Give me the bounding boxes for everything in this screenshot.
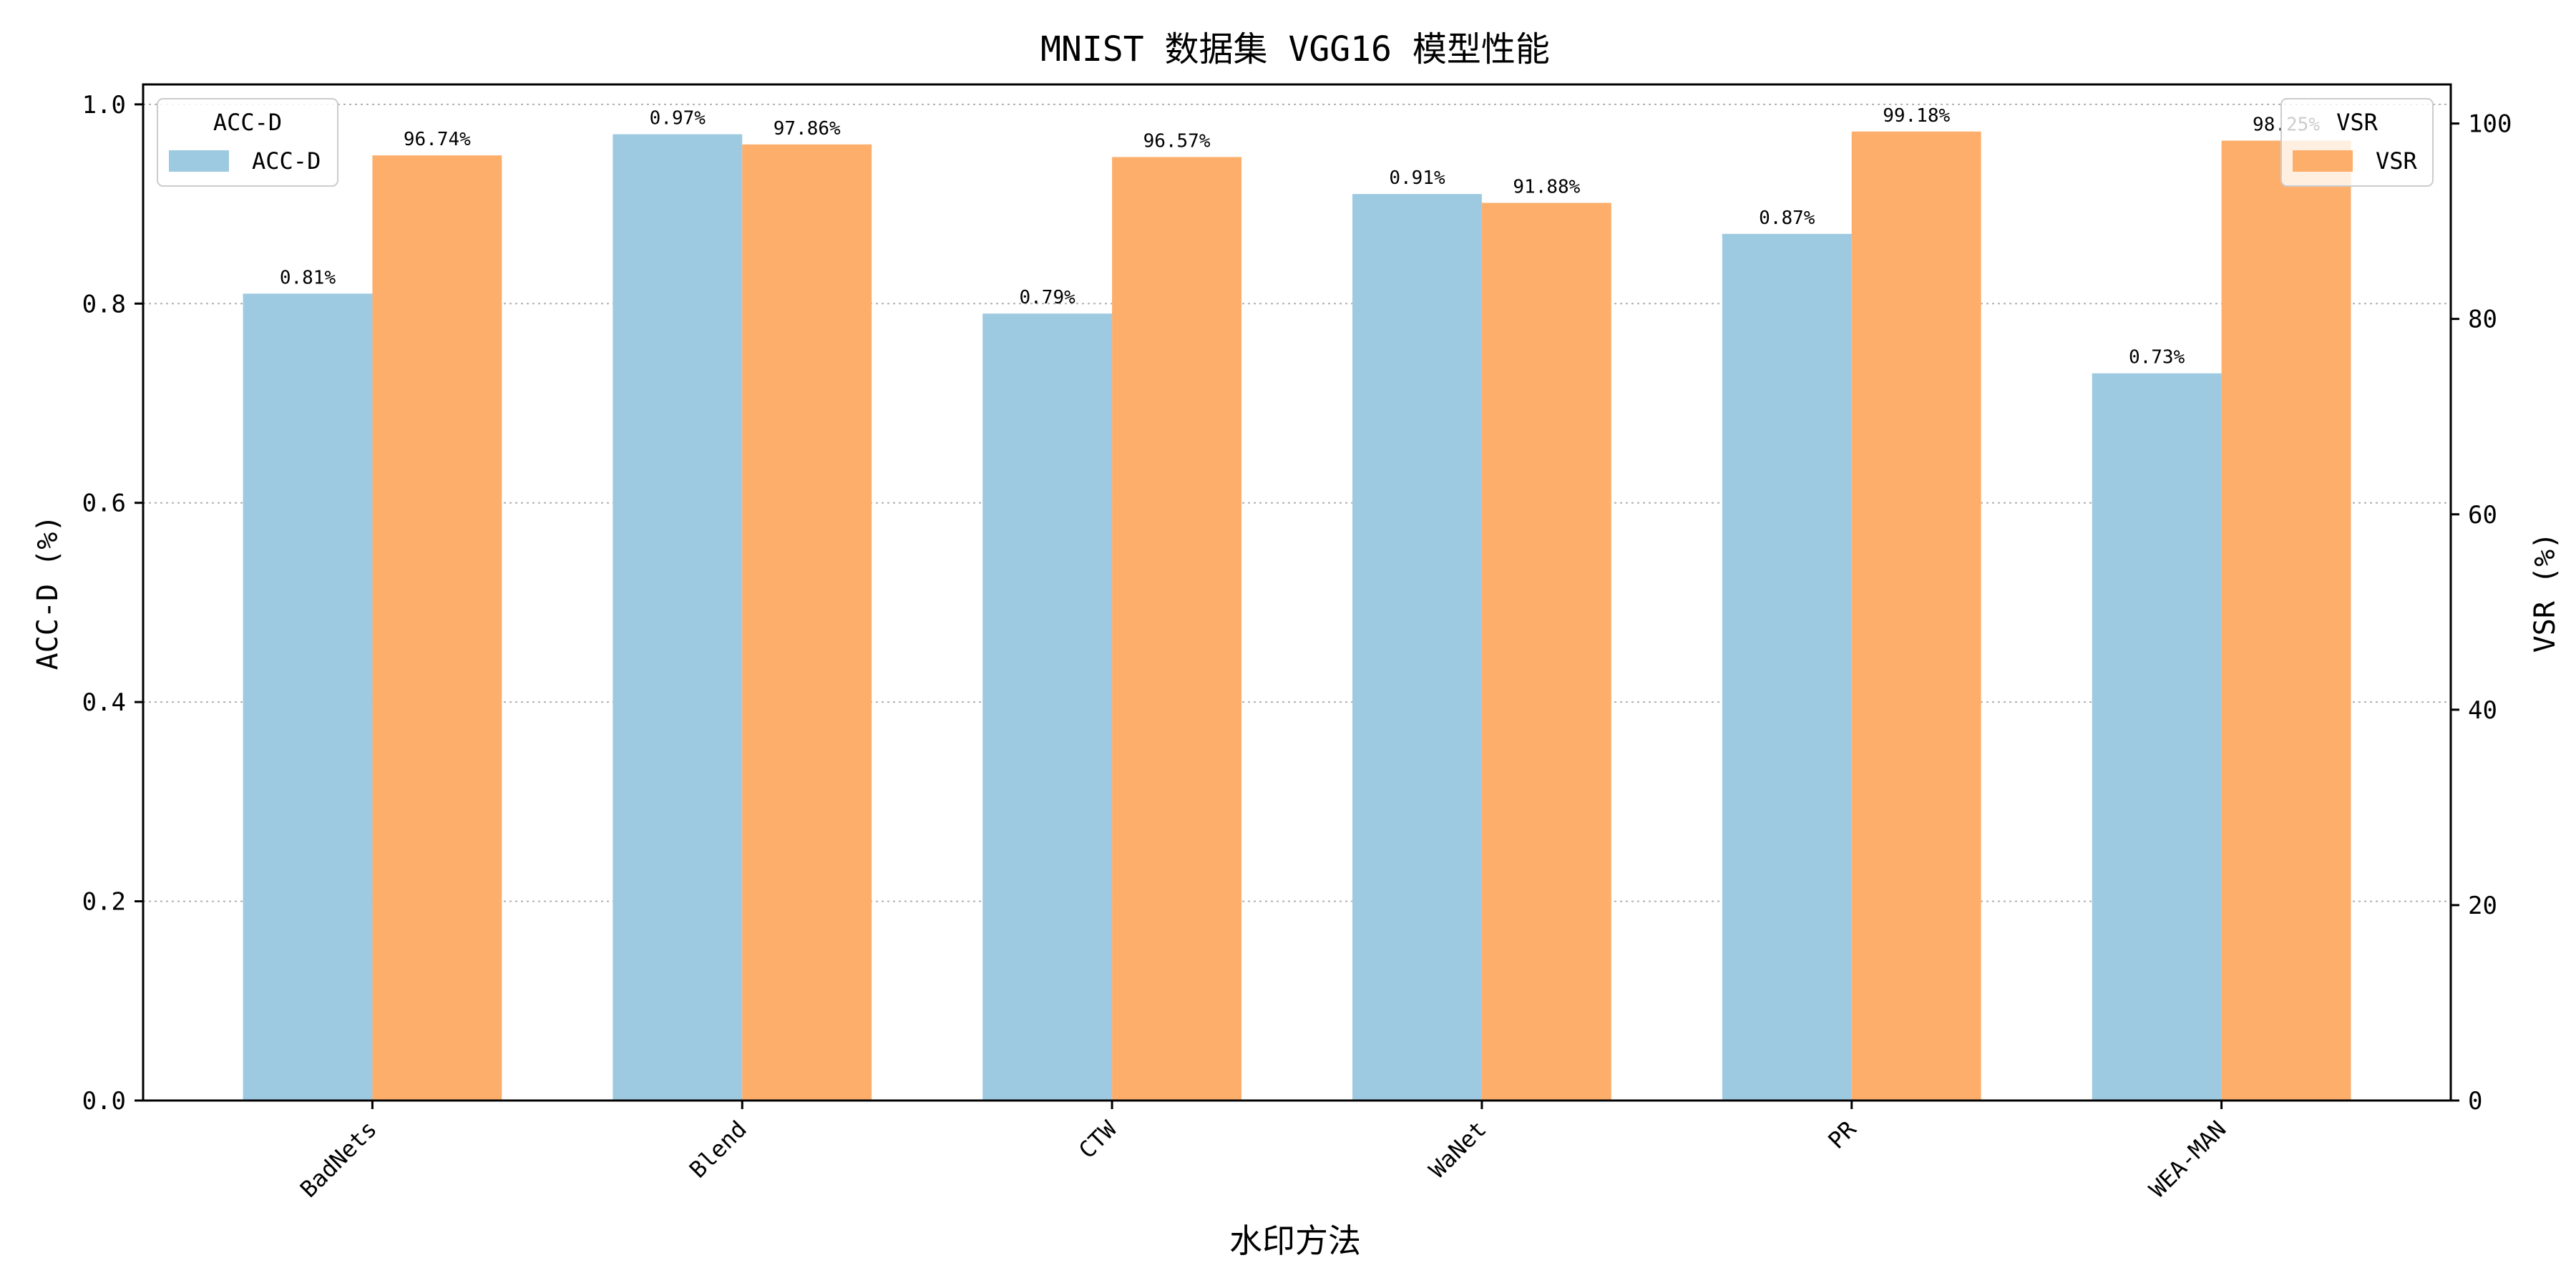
bar-data-label: 97.86% <box>774 118 841 140</box>
bar-vsr-pr <box>1851 131 1981 1101</box>
bar-data-label: 0.79% <box>1020 287 1076 308</box>
legend-title: VSR <box>2336 109 2379 136</box>
right-tick-label: 60 <box>2468 501 2497 530</box>
right-tick-label: 0 <box>2468 1087 2482 1116</box>
legend-title: ACC-D <box>213 109 282 136</box>
bar-data-label: 0.73% <box>2129 347 2185 369</box>
bar-acc-d-blend <box>613 134 743 1101</box>
bar-vsr-wanet <box>1481 203 1611 1101</box>
bar-vsr-ctw <box>1112 157 1241 1101</box>
bar-data-label: 0.97% <box>650 108 706 130</box>
bar-data-label: 96.57% <box>1143 130 1211 152</box>
right-axis: 0 20 40 60 80 100 <box>2451 110 2512 1116</box>
bar-data-label: 0.81% <box>280 267 336 288</box>
left-tick-label: 0.4 <box>82 688 126 717</box>
bar-data-label: 99.18% <box>1883 105 1950 127</box>
right-tick-label: 20 <box>2468 892 2497 920</box>
left-tick-label: 0.0 <box>82 1087 126 1116</box>
legend-vsr: VSR VSR <box>2280 98 2434 187</box>
legend-acc-d: ACC-D ACC-D <box>157 98 338 187</box>
x-tick-label: WEA-MAN <box>2144 1116 2231 1203</box>
x-tick-label: BadNets <box>295 1116 382 1203</box>
bar-labels: 0.81% 96.74% 0.97% 97.86% 0.79% 96.57% 0.91% 91… <box>280 105 2320 369</box>
chart-title: MNIST 数据集 VGG16 模型性能 <box>1040 29 1550 69</box>
x-axis: BadNets Blend CTW WaNet PR WEA-MAN <box>295 1101 2231 1203</box>
legend-entry-vsr: VSR <box>2376 147 2418 175</box>
grid-lines <box>143 103 2451 902</box>
left-tick-label: 0.2 <box>82 888 126 917</box>
x-tick-label: CTW <box>1073 1115 1122 1163</box>
right-tick-label: 40 <box>2468 696 2497 725</box>
y-axis-label-left: ACC-D (%) <box>31 515 64 670</box>
legend-entry-acc-d: ACC-D <box>252 147 321 175</box>
x-tick-label: Blend <box>684 1116 752 1184</box>
bar-acc-d-badnets <box>243 293 373 1101</box>
bar-vsr-wea-man <box>2221 140 2351 1101</box>
bar-acc-d-wanet <box>1352 194 1482 1101</box>
bar-vsr-blend <box>742 144 872 1101</box>
bar-vsr-badnets <box>372 155 502 1101</box>
left-tick-label: 0.6 <box>82 489 126 518</box>
left-tick-label: 1.0 <box>82 91 126 119</box>
right-tick-label: 100 <box>2468 110 2512 139</box>
y-axis-label-right: VSR (%) <box>2529 532 2562 653</box>
right-tick-label: 80 <box>2468 306 2497 334</box>
legend-swatch-vsr <box>2293 150 2353 172</box>
bar-data-label: 96.74% <box>404 129 471 150</box>
x-axis-label: 水印方法 <box>1229 1221 1361 1260</box>
bar-data-label: 0.91% <box>1389 167 1445 189</box>
x-tick-label: WaNet <box>1424 1116 1492 1184</box>
left-axis: 0.0 0.2 0.4 0.6 0.8 1.0 <box>82 91 143 1116</box>
plot-frame <box>142 83 2452 1102</box>
bar-data-label: 0.87% <box>1759 208 1815 229</box>
bars <box>243 131 2351 1101</box>
x-tick-label: PR <box>1823 1115 1862 1154</box>
bar-data-label: 91.88% <box>1513 176 1580 197</box>
left-tick-label: 0.8 <box>82 290 126 318</box>
legend-swatch-acc-d <box>169 150 229 172</box>
bar-acc-d-pr <box>1722 233 1852 1101</box>
bar-acc-d-ctw <box>982 313 1113 1101</box>
bar-acc-d-wea-man <box>2092 373 2222 1101</box>
